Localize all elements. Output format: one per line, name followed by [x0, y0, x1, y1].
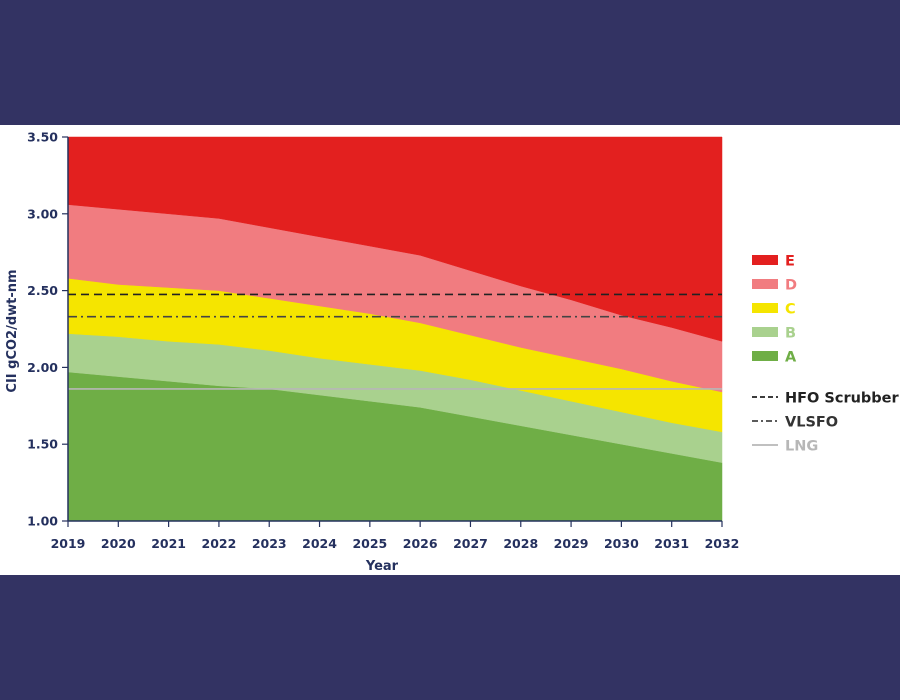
legend-swatch-B: [752, 327, 778, 337]
x-axis-title: Year: [365, 559, 399, 574]
legend-label-E: E: [785, 254, 795, 270]
x-tick-label: 2032: [705, 536, 740, 551]
fuel-reference-lines: [68, 293, 722, 390]
legend-swatch-D: [752, 279, 778, 289]
y-tick-label: 2.50: [27, 283, 58, 298]
x-tick-label: 2030: [604, 536, 639, 551]
y-tick-label: 1.50: [27, 437, 58, 452]
x-tick-label: 2022: [202, 536, 237, 551]
x-tick-label: 2029: [554, 536, 589, 551]
x-tick-label: 2021: [151, 536, 186, 551]
legend-label-A: A: [785, 350, 797, 366]
x-tick-label: 2019: [51, 536, 86, 551]
y-tick-label: 1.00: [27, 514, 58, 529]
x-tick-label: 2026: [403, 536, 438, 551]
legend-swatch-C: [752, 303, 778, 313]
legend-label-B: B: [785, 326, 796, 342]
y-tick-label: 3.00: [27, 206, 58, 221]
legend-label-hfo-scrubber: HFO Scrubber: [785, 391, 900, 407]
x-tick-label: 2023: [252, 536, 287, 551]
axes: 1.00 1.50 2.00 2.50 3.00 3.50 2019 2020 2021 2022…: [27, 130, 739, 552]
y-tick-label: 3.50: [27, 130, 58, 145]
legend-swatch-A: [752, 351, 778, 361]
x-tick-label: 2024: [302, 536, 337, 551]
legend-label-vlsfo: VLSFO: [785, 415, 838, 431]
legend-swatch-E: [752, 255, 778, 265]
x-tick-label: 2027: [453, 536, 488, 551]
legend-label-lng: LNG: [785, 439, 818, 455]
x-tick-label: 2028: [503, 536, 538, 551]
x-tick-label: 2025: [352, 536, 387, 551]
legend-label-D: D: [785, 278, 797, 294]
band-E: [67, 136, 723, 342]
rating-bands: [67, 136, 723, 522]
legend-label-C: C: [785, 302, 796, 318]
x-tick-label: 2020: [101, 536, 136, 551]
cii-chart: 1.00 1.50 2.00 2.50 3.00 3.50 2019 2020 2021 2022…: [5, 130, 900, 575]
chart-panel: 1.00 1.50 2.00 2.50 3.00 3.50 2019 2020 2021 2022…: [0, 125, 900, 575]
y-tick-label: 2.00: [27, 360, 58, 375]
x-tick-label: 2031: [654, 536, 689, 551]
y-axis-title: CII gCO2/dwt-nm: [5, 269, 20, 392]
